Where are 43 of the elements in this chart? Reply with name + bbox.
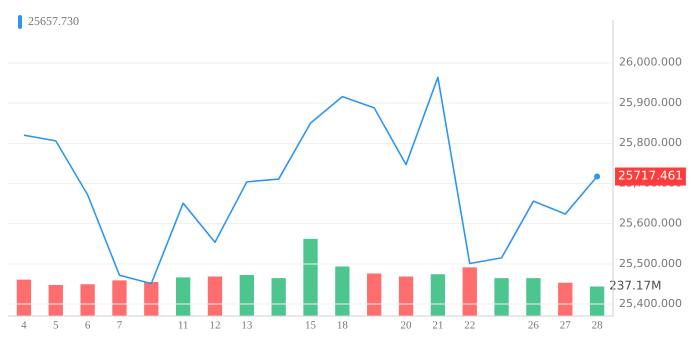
bar: [494, 278, 509, 316]
y-tick-label: 25,800.000: [619, 136, 682, 150]
bar: [303, 238, 318, 316]
x-tick-label: 6: [84, 319, 91, 332]
bar: [398, 276, 414, 316]
bar: [208, 276, 222, 316]
x-tick-label: 20: [400, 319, 412, 332]
bar: [80, 284, 95, 316]
y-tick-label: 25,600.000: [619, 216, 682, 230]
x-tick-label: 15: [305, 319, 317, 332]
bar: [462, 267, 477, 316]
bar: [558, 282, 572, 316]
annotation: 237.17M: [609, 278, 662, 293]
x-tick-label: 13: [241, 319, 253, 332]
bar: [272, 278, 286, 316]
y-tick-label: 25,400.000: [619, 296, 682, 310]
annotation: 25657.730: [28, 14, 79, 29]
y-tick-label: 25,900.000: [619, 96, 682, 109]
x-tick-label: 21: [432, 319, 444, 332]
bar: [367, 273, 382, 316]
x-tick-label: 18: [336, 319, 348, 332]
x-tick-label: 11: [178, 319, 188, 332]
y-tick-label: 26,000.000: [619, 56, 682, 69]
bar: [590, 286, 604, 316]
annotation: 25717.461: [618, 168, 683, 183]
bar: [176, 277, 190, 316]
bar: [16, 280, 32, 316]
x-tick-label: 27: [560, 319, 572, 332]
bar: [335, 266, 350, 316]
bar: [430, 274, 446, 316]
x-tick-label: 22: [464, 319, 476, 332]
x-tick-label: 26: [528, 319, 540, 332]
y-tick-label: 25,500.000: [619, 256, 682, 270]
bar: [240, 275, 254, 316]
bar: [526, 278, 541, 316]
bar: [48, 285, 63, 316]
bar: [144, 282, 158, 316]
x-tick-label: 7: [116, 319, 123, 332]
x-tick-label: 5: [53, 319, 60, 332]
x-tick-label: 4: [21, 319, 28, 332]
bar: [112, 280, 127, 316]
x-tick-label: 28: [592, 319, 604, 332]
x-tick-label: 12: [209, 319, 220, 332]
